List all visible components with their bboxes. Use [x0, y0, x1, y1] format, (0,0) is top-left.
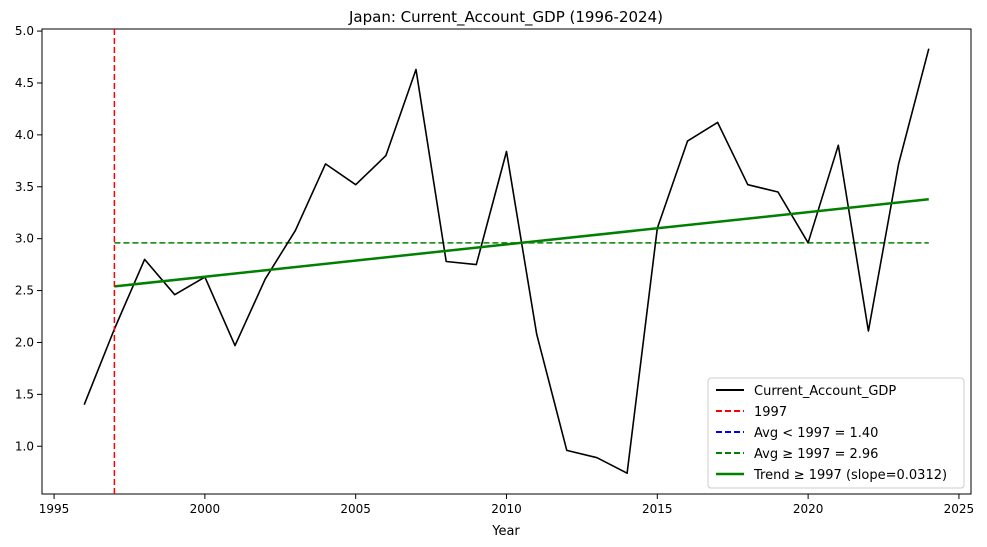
series-line-current-account-gdp: [83, 48, 930, 475]
x-tick-label: 2025: [944, 502, 975, 516]
y-tick-label: 3.0: [15, 232, 34, 246]
x-tick-label: 2000: [190, 502, 221, 516]
legend: Current_Account_GDP 1997 Avg < 1997 = 1.…: [707, 377, 965, 489]
legend-label-avg-before: Avg < 1997 = 1.40: [754, 426, 878, 441]
legend-label-trend: Trend ≥ 1997 (slope=0.0312): [753, 468, 947, 483]
y-tick-label: 4.0: [15, 128, 34, 142]
x-tick-label: 2020: [793, 502, 824, 516]
y-tick-label: 1.5: [15, 387, 34, 401]
legend-box: [707, 377, 965, 489]
x-tick-label: 2005: [340, 502, 371, 516]
legend-label-vline: 1997: [754, 405, 787, 420]
legend-label-avg-after: Avg ≥ 1997 = 2.96: [754, 447, 878, 462]
x-axis-ticks: 1995 2000 2005 2010 2015 2020 2025: [39, 494, 974, 516]
y-tick-label: 1.0: [15, 439, 34, 453]
chart-marks: [83, 29, 930, 494]
chart-title: Japan: Current_Account_GDP (1996-2024): [348, 8, 663, 27]
x-axis-label: Year: [491, 524, 520, 539]
y-tick-label: 2.5: [15, 284, 34, 298]
y-tick-label: 4.5: [15, 76, 34, 90]
x-tick-label: 2010: [491, 502, 522, 516]
trend-line: [114, 197, 929, 288]
x-tick-label: 2015: [642, 502, 673, 516]
y-tick-label: 5.0: [15, 24, 34, 38]
y-axis-ticks: 1.0 1.5 2.0 2.5 3.0 3.5 4.0 4.5 5.0: [15, 24, 42, 453]
x-tick-label: 1995: [39, 502, 70, 516]
legend-label-series: Current_Account_GDP: [754, 384, 896, 399]
y-tick-label: 3.5: [15, 180, 34, 194]
y-tick-label: 2.0: [15, 335, 34, 349]
